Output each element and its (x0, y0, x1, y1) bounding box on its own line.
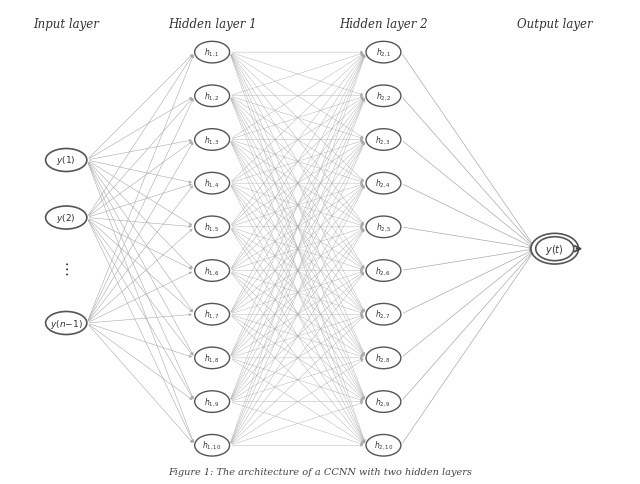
Text: Hidden layer 1: Hidden layer 1 (168, 18, 257, 31)
Ellipse shape (366, 173, 401, 195)
Text: $h_{2,3}$: $h_{2,3}$ (376, 134, 392, 146)
Ellipse shape (195, 348, 230, 369)
Text: $h_{1,6}$: $h_{1,6}$ (204, 265, 220, 277)
Text: $h_{2,1}$: $h_{2,1}$ (376, 47, 392, 59)
Text: $h_{1,10}$: $h_{1,10}$ (202, 439, 222, 452)
Text: $h_{2,9}$: $h_{2,9}$ (376, 395, 392, 408)
Text: $h_{1,3}$: $h_{1,3}$ (204, 134, 220, 146)
Text: $h_{2,5}$: $h_{2,5}$ (376, 221, 392, 233)
Ellipse shape (366, 435, 401, 456)
Ellipse shape (366, 129, 401, 151)
Text: $h_{1,2}$: $h_{1,2}$ (204, 91, 220, 103)
Text: $h_{2,6}$: $h_{2,6}$ (376, 265, 392, 277)
Ellipse shape (45, 149, 87, 172)
Text: $\cdots$: $\cdots$ (59, 260, 74, 276)
Text: $h_{1,8}$: $h_{1,8}$ (204, 352, 220, 364)
Ellipse shape (195, 391, 230, 412)
Text: Hidden layer 2: Hidden layer 2 (339, 18, 428, 31)
Ellipse shape (366, 86, 401, 107)
Text: $h_{1,1}$: $h_{1,1}$ (204, 47, 220, 59)
Text: $h_{2,4}$: $h_{2,4}$ (376, 178, 392, 190)
Ellipse shape (195, 435, 230, 456)
Ellipse shape (195, 86, 230, 107)
Text: $h_{1,9}$: $h_{1,9}$ (204, 395, 220, 408)
Text: Figure 1: The architecture of a CCNN with two hidden layers: Figure 1: The architecture of a CCNN wit… (168, 468, 472, 476)
Ellipse shape (45, 312, 87, 335)
Ellipse shape (531, 234, 579, 264)
Ellipse shape (45, 207, 87, 229)
Text: $h_{2,8}$: $h_{2,8}$ (376, 352, 392, 364)
Text: $y(1)$: $y(1)$ (56, 154, 76, 167)
Text: $y(2)$: $y(2)$ (56, 212, 76, 225)
Ellipse shape (366, 260, 401, 282)
Text: Input layer: Input layer (33, 18, 99, 31)
Ellipse shape (366, 348, 401, 369)
Ellipse shape (366, 391, 401, 412)
Text: $h_{2,10}$: $h_{2,10}$ (374, 439, 393, 452)
Text: $h_{1,7}$: $h_{1,7}$ (204, 308, 220, 321)
Text: $y(n{-}1)$: $y(n{-}1)$ (50, 317, 83, 330)
Ellipse shape (195, 173, 230, 195)
Text: $h_{1,5}$: $h_{1,5}$ (204, 221, 220, 233)
Ellipse shape (195, 217, 230, 238)
Ellipse shape (536, 237, 574, 261)
Ellipse shape (195, 42, 230, 64)
Ellipse shape (366, 42, 401, 64)
Ellipse shape (366, 217, 401, 238)
Ellipse shape (195, 304, 230, 325)
Text: $h_{2,2}$: $h_{2,2}$ (376, 91, 392, 103)
Ellipse shape (195, 260, 230, 282)
Ellipse shape (366, 304, 401, 325)
Text: $y(t)$: $y(t)$ (545, 242, 564, 256)
Ellipse shape (195, 129, 230, 151)
Text: $h_{1,4}$: $h_{1,4}$ (204, 178, 220, 190)
Text: $h_{2,7}$: $h_{2,7}$ (376, 308, 392, 321)
Text: Output layer: Output layer (517, 18, 593, 31)
